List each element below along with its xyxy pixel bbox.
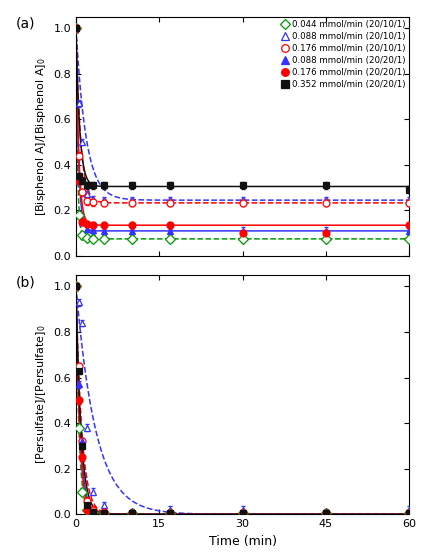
Text: (a): (a) <box>16 17 35 31</box>
Legend: 0.044 mmol/min (20/10/1), 0.088 mmol/min (20/10/1), 0.176 mmol/min (20/10/1), 0.: 0.044 mmol/min (20/10/1), 0.088 mmol/min… <box>279 18 408 91</box>
Y-axis label: [Bisphenol A]/[Bisphenol A]$_0$: [Bisphenol A]/[Bisphenol A]$_0$ <box>34 57 48 216</box>
Y-axis label: [Persulfate]/[Persulfate]$_0$: [Persulfate]/[Persulfate]$_0$ <box>34 325 48 465</box>
X-axis label: Time (min): Time (min) <box>208 535 277 548</box>
Text: (b): (b) <box>16 275 36 289</box>
